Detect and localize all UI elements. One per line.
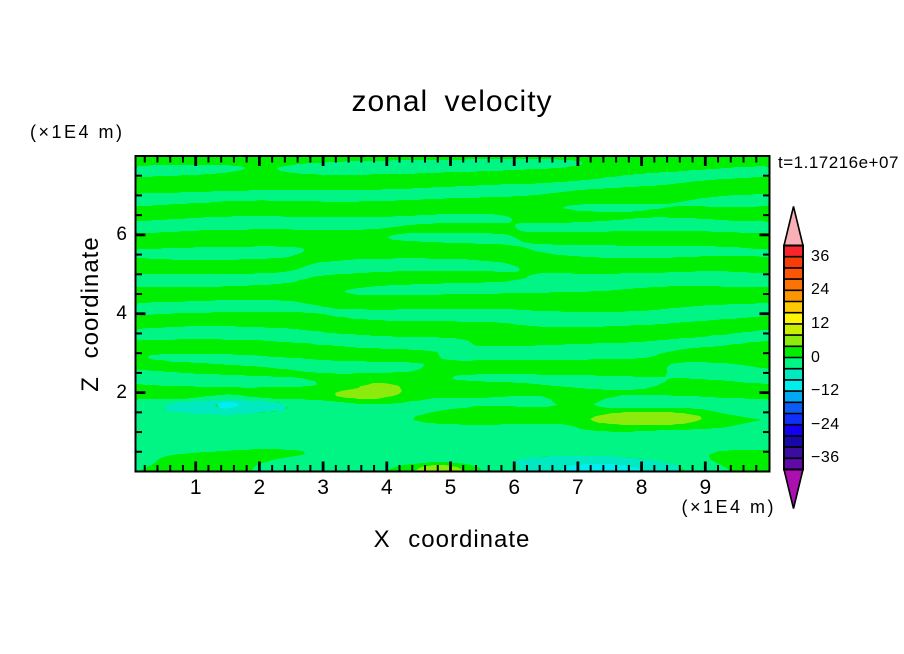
x-tick-label-4: 4 bbox=[380, 476, 393, 499]
colorbar-band--32..-28 bbox=[784, 435, 803, 448]
x-axis-unit-label: (×1E4 m) bbox=[681, 497, 776, 517]
colorbar-over-arrow bbox=[782, 206, 805, 247]
contour-band--4..0 bbox=[136, 159, 770, 472]
colorbar-tick-label--36: −36 bbox=[811, 449, 840, 467]
z-tick-label-2: 2 bbox=[116, 381, 127, 403]
colorbar-band-24..28 bbox=[784, 279, 803, 291]
x-tick-label-3: 3 bbox=[317, 476, 329, 499]
colorbar-tick-label--24: −24 bbox=[811, 415, 840, 433]
colorbar-band-20..24 bbox=[784, 290, 803, 302]
plot-title: zonal velocity bbox=[351, 85, 553, 118]
colorbar-band--36..-32 bbox=[784, 447, 803, 459]
colorbar-band-0..4 bbox=[784, 346, 803, 358]
axis-ticks bbox=[136, 157, 769, 471]
contour-band--12..-8 bbox=[217, 402, 642, 472]
colorbar-band-28..32 bbox=[784, 267, 803, 280]
contour-band-0..4 bbox=[136, 156, 770, 472]
colorbar-band-36..40 bbox=[784, 245, 803, 257]
x-tick-label-1: 1 bbox=[189, 476, 202, 499]
x-tick-label-5: 5 bbox=[444, 476, 457, 499]
x-tick-label-8: 8 bbox=[635, 476, 648, 499]
colorbar-tick-label-24: 24 bbox=[811, 281, 830, 299]
colorbar-band-12..16 bbox=[784, 312, 803, 324]
colorbar-tick-label--12: −12 bbox=[811, 382, 840, 400]
colorbar-tick-label-0: 0 bbox=[811, 348, 821, 366]
colorbar-tick-label-12: 12 bbox=[811, 314, 830, 332]
colorbar-band-4..8 bbox=[784, 335, 803, 347]
colorbar-band--28..-24 bbox=[784, 424, 803, 436]
colorbar-band--4..0 bbox=[784, 357, 803, 369]
x-tick-label-9: 9 bbox=[699, 476, 712, 499]
x-tick-label-2: 2 bbox=[253, 476, 266, 499]
z-tick-label-4: 4 bbox=[116, 302, 127, 324]
colorbar-band--8..-4 bbox=[784, 368, 803, 380]
colorbar-band-16..20 bbox=[784, 301, 803, 313]
colorbar-band--12..-8 bbox=[784, 379, 803, 392]
colorbar-band--40..-36 bbox=[784, 458, 803, 470]
colorbar-band-8..12 bbox=[784, 323, 803, 336]
x-axis-label: X coordinate bbox=[373, 526, 531, 553]
x-tick-label-6: 6 bbox=[508, 476, 521, 499]
colorbar-band--20..-16 bbox=[784, 402, 803, 414]
z-axis-unit-label: (×1E4 m) bbox=[30, 122, 125, 142]
colorbar-tick-label-36: 36 bbox=[811, 247, 830, 265]
time-annotation: t=1.17216e+07 bbox=[778, 153, 899, 172]
colorbar-under-arrow bbox=[782, 468, 805, 509]
z-tick-label-6: 6 bbox=[116, 223, 127, 245]
contour-field bbox=[135, 156, 770, 472]
contour-band-4..8 bbox=[335, 383, 702, 472]
colorbar-band--16..-12 bbox=[784, 391, 803, 403]
plot-frame bbox=[134, 155, 771, 473]
contour-band--8..-4 bbox=[164, 400, 682, 472]
x-tick-label-7: 7 bbox=[572, 476, 584, 499]
colorbar bbox=[782, 206, 805, 509]
colorbar-band-32..36 bbox=[784, 256, 803, 268]
colorbar-band--24..-20 bbox=[784, 413, 803, 425]
